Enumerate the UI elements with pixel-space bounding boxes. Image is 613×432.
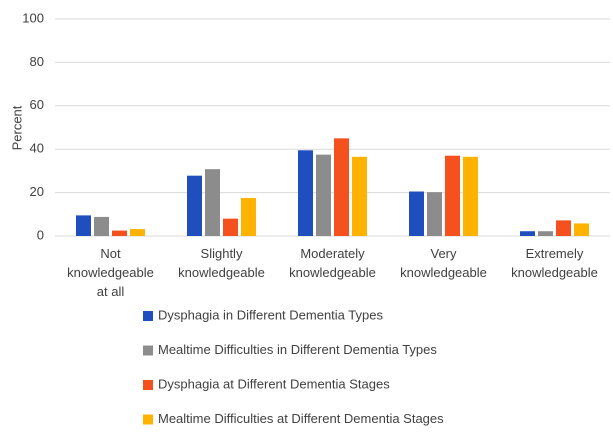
bar: [130, 229, 145, 236]
bar: [352, 156, 367, 236]
y-tick-label: 100: [22, 10, 44, 25]
bar: [409, 191, 424, 236]
bar: [223, 218, 238, 236]
legend-swatch: [143, 345, 153, 356]
legend-label: Mealtime Difficulties in Different Demen…: [158, 342, 437, 357]
legend-swatch: [143, 311, 153, 321]
legend-swatch: [143, 414, 153, 425]
legend-label: Dysphagia in Different Dementia Types: [158, 307, 383, 322]
bar: [445, 155, 460, 236]
bar: [112, 230, 127, 236]
x-tick-label: Very knowledgeable: [400, 246, 487, 280]
legend-swatch: [143, 380, 153, 390]
bar: [538, 231, 553, 236]
bar: [316, 154, 331, 236]
bar: [556, 220, 571, 236]
legend-label: Dysphagia at Different Dementia Stages: [158, 376, 390, 391]
x-tick-label: Not knowledgeable at all: [67, 246, 154, 299]
bar: [205, 169, 220, 236]
bar: [334, 138, 349, 236]
y-tick-label: 40: [30, 141, 44, 156]
bar: [94, 216, 109, 236]
bar: [298, 150, 313, 236]
bar: [574, 223, 589, 236]
bar: [187, 175, 202, 236]
bar: [427, 192, 442, 236]
bar: [241, 198, 256, 236]
y-tick-label: 80: [30, 54, 44, 69]
y-tick-label: 0: [37, 227, 44, 242]
bar: [463, 156, 478, 236]
y-axis-label: Percent: [9, 105, 24, 150]
x-tick-label: Extremely knowledgeable: [511, 246, 598, 280]
y-tick-label: 20: [30, 184, 44, 199]
x-tick-label: Slightly knowledgeable: [178, 246, 265, 280]
bar: [520, 231, 535, 236]
x-tick-label: Moderately knowledgeable: [289, 246, 376, 280]
legend-label: Mealtime Difficulties at Different Demen…: [158, 411, 444, 426]
y-tick-label: 60: [30, 97, 44, 112]
bar: [76, 215, 91, 236]
